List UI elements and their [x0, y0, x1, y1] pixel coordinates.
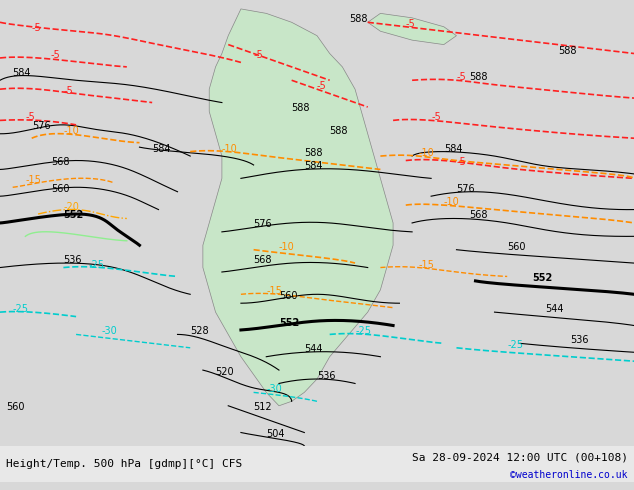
Text: ©weatheronline.co.uk: ©weatheronline.co.uk	[510, 470, 628, 480]
Polygon shape	[368, 13, 456, 45]
Text: 588: 588	[304, 148, 323, 158]
Polygon shape	[203, 9, 393, 406]
Text: -15: -15	[25, 175, 41, 185]
Text: -5: -5	[456, 72, 466, 82]
Text: 584: 584	[13, 68, 31, 78]
Text: -10: -10	[63, 126, 79, 136]
Text: 544: 544	[545, 304, 564, 314]
Text: 584: 584	[152, 144, 171, 153]
Bar	[0, 446, 634, 482]
Text: -20: -20	[63, 201, 79, 212]
Text: 560: 560	[6, 402, 25, 412]
Text: -5: -5	[406, 19, 415, 29]
Text: -30: -30	[266, 384, 282, 394]
Text: 504: 504	[266, 429, 285, 439]
Text: -10: -10	[418, 148, 434, 158]
Text: -10: -10	[444, 197, 460, 207]
Text: 560: 560	[279, 291, 297, 301]
Text: -5: -5	[63, 86, 73, 96]
Text: -30: -30	[101, 326, 117, 337]
Text: 560: 560	[507, 242, 526, 252]
Text: 588: 588	[349, 14, 367, 24]
Text: 584: 584	[304, 161, 323, 172]
Text: 588: 588	[292, 103, 310, 114]
Text: -10: -10	[222, 144, 238, 153]
Text: Height/Temp. 500 hPa [gdmp][°C] CFS: Height/Temp. 500 hPa [gdmp][°C] CFS	[6, 459, 243, 469]
Text: -25: -25	[355, 326, 371, 337]
Text: -15: -15	[418, 260, 434, 270]
Text: 584: 584	[444, 144, 462, 153]
Text: -25: -25	[507, 340, 523, 350]
Text: 560: 560	[51, 184, 69, 194]
Text: -5: -5	[32, 23, 41, 33]
Text: 536: 536	[63, 255, 82, 265]
Text: -15: -15	[266, 286, 282, 296]
Text: 544: 544	[304, 344, 323, 354]
Text: 552: 552	[63, 211, 84, 220]
Text: 568: 568	[51, 157, 69, 167]
Text: -5: -5	[254, 50, 263, 60]
Text: 528: 528	[190, 326, 209, 337]
Text: 576: 576	[254, 220, 272, 229]
Text: 512: 512	[254, 402, 272, 412]
Text: -25: -25	[89, 260, 105, 270]
Text: -5: -5	[25, 112, 35, 122]
Text: -5: -5	[456, 157, 466, 167]
Text: 536: 536	[317, 371, 335, 381]
Text: 576: 576	[456, 184, 475, 194]
Text: 520: 520	[216, 367, 234, 376]
Text: -5: -5	[51, 50, 60, 60]
Text: -5: -5	[317, 81, 327, 91]
Text: 568: 568	[469, 211, 488, 220]
Text: 588: 588	[469, 72, 488, 82]
Text: 588: 588	[558, 46, 576, 55]
Text: Sa 28-09-2024 12:00 UTC (00+108): Sa 28-09-2024 12:00 UTC (00+108)	[411, 452, 628, 462]
Text: 552: 552	[279, 318, 299, 327]
Text: -10: -10	[279, 242, 295, 252]
Text: 552: 552	[533, 273, 553, 283]
Text: -25: -25	[13, 304, 29, 314]
Text: 536: 536	[571, 335, 589, 345]
Text: 588: 588	[330, 126, 348, 136]
Text: 568: 568	[254, 255, 272, 265]
Text: -5: -5	[431, 112, 441, 122]
Text: 576: 576	[32, 122, 50, 131]
